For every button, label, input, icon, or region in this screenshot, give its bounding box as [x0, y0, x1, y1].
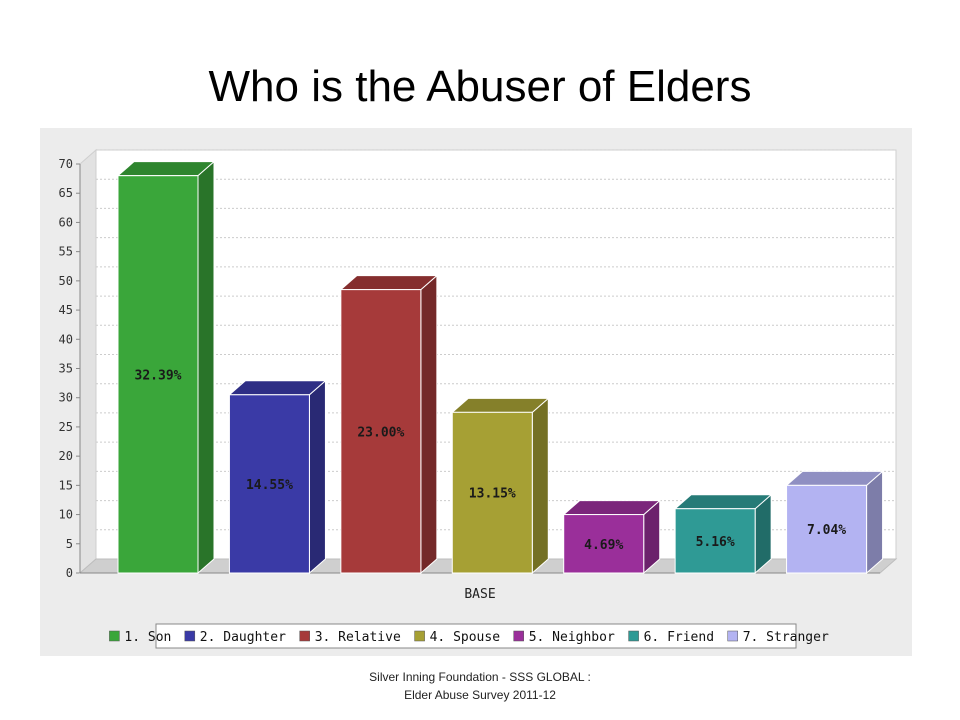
x-axis-label: BASE [464, 587, 495, 602]
bar-front [786, 484, 868, 574]
legend-swatch [109, 630, 120, 642]
bar-data-label: 14.55% [246, 478, 293, 493]
bar-side [866, 470, 884, 575]
chart-panel: 0 5 10 15 20 25 30 35 40 45 50 55 60 65 70 32.39% 14.55%… [40, 128, 912, 656]
legend-swatch [628, 630, 639, 642]
bar-top [673, 494, 773, 510]
bar-data-label: 32.39% [135, 368, 182, 383]
y-tick-label: 65 [59, 186, 73, 200]
bar-4: 13.15% [450, 397, 550, 575]
y-tick-label: 70 [59, 157, 73, 171]
y-tick-label: 60 [59, 215, 73, 229]
y-tick-label: 0 [66, 566, 73, 580]
legend-item-label: 6. Friend [644, 630, 714, 645]
y-tick-label: 30 [59, 391, 73, 405]
y-tick-label: 35 [59, 362, 73, 376]
bar-3: 23.00% [339, 274, 439, 575]
y-tick-label: 55 [59, 245, 73, 259]
bar-front [340, 289, 422, 574]
y-tick-label: 40 [59, 332, 73, 346]
bar-chart: 0 5 10 15 20 25 30 35 40 45 50 55 60 65 70 32.39% 14.55%… [59, 148, 898, 649]
page-title: Who is the Abuser of Elders [208, 62, 752, 111]
bar-top [116, 161, 216, 177]
bar-7: 7.04% [785, 470, 884, 575]
bar-side [308, 379, 326, 575]
y-tick-label: 10 [59, 508, 73, 522]
legend-item-label: 7. Stranger [743, 630, 829, 645]
legend-item-label: 1. Son [124, 630, 171, 645]
footer-line-1: Silver Inning Foundation - SSS GLOBAL : [369, 670, 591, 684]
y-tick-label: 5 [66, 537, 73, 551]
bar-data-label: 4.69% [584, 538, 623, 553]
bar-side [420, 274, 438, 575]
legend-item-label: 2. Daughter [200, 630, 286, 645]
legend-swatch [414, 630, 425, 642]
plot-side-wall [79, 148, 97, 575]
legend-box [155, 623, 797, 649]
footer-line-2: Elder Abuse Survey 2011-12 [404, 688, 556, 702]
bar-top [785, 470, 884, 486]
bar-front [451, 411, 533, 574]
y-tick-label: 20 [59, 449, 73, 463]
legend-item-label: 4. Spouse [430, 630, 501, 645]
bar-top [450, 397, 550, 413]
bar-side [197, 160, 215, 575]
legend-swatch [727, 630, 738, 642]
legend-item-label: 5. Neighbor [529, 630, 615, 645]
bar-front [117, 175, 199, 574]
bar-6: 5.16% [673, 493, 773, 575]
bar-front [674, 508, 756, 574]
bar-front [228, 394, 310, 574]
bar-top [228, 380, 327, 396]
bar-side [531, 397, 549, 575]
legend: 1. Son 2. Daughter 3. Relative 4. Spouse 5. … [109, 623, 829, 649]
bar-data-label: 13.15% [469, 487, 516, 502]
y-tick-label: 45 [59, 303, 73, 317]
bar-data-label: 7.04% [807, 523, 846, 538]
footer: Silver Inning Foundation - SSS GLOBAL : … [0, 668, 960, 704]
y-tick-label: 50 [59, 274, 73, 288]
legend-swatch [299, 630, 310, 642]
bar-2: 14.55% [228, 379, 327, 575]
legend-swatch [513, 630, 524, 642]
bar-top [562, 500, 662, 516]
bar-data-label: 5.16% [696, 535, 735, 550]
bar-top [339, 275, 439, 291]
y-tick-label: 15 [59, 478, 73, 492]
bar-1: 32.39% [116, 160, 216, 575]
bar-5: 4.69% [562, 499, 662, 575]
legend-swatch [184, 630, 196, 642]
bar-data-label: 23.00% [357, 425, 404, 440]
legend-item-label: 3. Relative [315, 630, 401, 645]
y-tick-label: 25 [59, 420, 73, 434]
bar-front [563, 514, 645, 574]
